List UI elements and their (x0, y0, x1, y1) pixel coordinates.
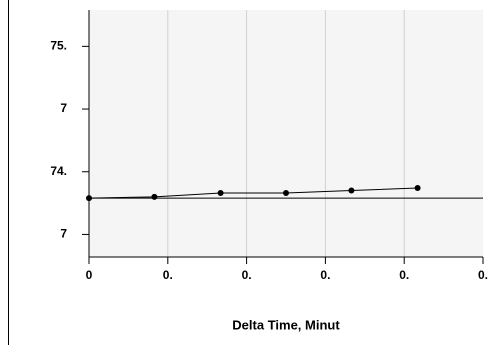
data-point (414, 185, 421, 192)
plot-area (89, 10, 483, 257)
data-point (151, 193, 158, 200)
x-tick-label: 0 (86, 268, 93, 282)
y-tick-label: 7 (60, 101, 67, 115)
x-tick-label: 0. (399, 268, 409, 282)
series-line (88, 187, 418, 199)
y-tick-label: 75. (50, 39, 67, 53)
data-point (217, 190, 224, 197)
x-axis-title: Delta Time, Minut (232, 317, 340, 332)
y-tick-label: 74. (50, 164, 67, 178)
data-point (283, 190, 289, 197)
y-tick-label: 7 (60, 227, 67, 241)
x-tick-label: 0. (478, 268, 488, 282)
data-point (348, 187, 355, 194)
x-tick-label: 0. (320, 268, 330, 282)
x-tick-label: 0. (242, 268, 252, 282)
data-point (86, 195, 92, 202)
x-tick-label: 0. (163, 268, 173, 282)
